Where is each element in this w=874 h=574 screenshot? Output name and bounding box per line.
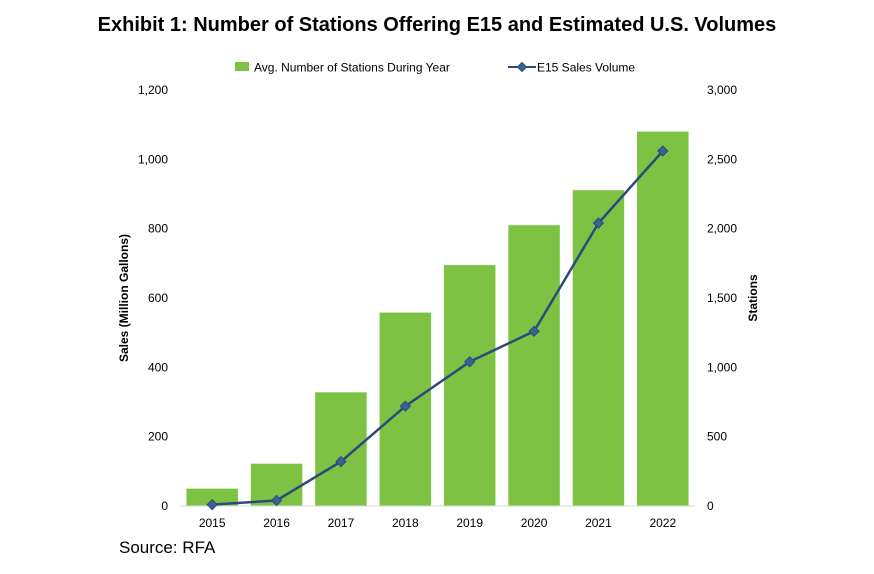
bar-2022 (637, 131, 689, 506)
chart-title: Exhibit 1: Number of Stations Offering E… (97, 14, 777, 36)
line-point-2019 (463, 356, 476, 368)
y-tick-label: 0 (161, 499, 168, 513)
bars (186, 131, 689, 507)
y2-tick-label: 0 (707, 499, 714, 513)
x-tick-label: 2015 (199, 516, 226, 530)
x-tick-label: 2020 (521, 516, 548, 530)
line-point-2020 (528, 325, 540, 337)
line-point-2016 (270, 494, 283, 507)
y-tick-label: 600 (148, 291, 168, 305)
sales-line-series (206, 145, 669, 511)
x-tick-label: 2017 (328, 516, 355, 530)
line-point-2022 (657, 145, 669, 157)
legend-swatch-marker (516, 61, 528, 73)
y-tick-label: 1,200 (138, 83, 168, 97)
y-tick-label: 400 (148, 360, 168, 374)
y-axis-title: Sales (Million Gallons) (117, 234, 131, 362)
y2-axis-title: Stations (746, 274, 760, 322)
line-point-2021 (592, 217, 605, 229)
x-tick-label: 2016 (263, 516, 290, 530)
x-tick-label: 2021 (585, 516, 612, 530)
legend: Avg. Number of Stations During Year E15 … (235, 61, 635, 75)
y-tick-label: 800 (148, 222, 168, 236)
line-point-2017 (335, 455, 347, 468)
y2-tick-label: 1,500 (707, 291, 737, 305)
y-tick-label: 200 (148, 430, 168, 444)
left-axis: 0 200 400 600 800 1,000 1,200 (138, 83, 168, 513)
bar-2020 (508, 225, 560, 506)
y-tick-label: 1,000 (138, 152, 168, 166)
line-point-2018 (399, 400, 412, 412)
bar-2015 (186, 488, 238, 506)
bar-2017 (315, 392, 367, 506)
y2-tick-label: 3,000 (707, 83, 737, 97)
line-point-2015 (206, 498, 218, 511)
y2-tick-label: 2,000 (707, 222, 737, 236)
legend-label-line: E15 Sales Volume (537, 61, 635, 75)
x-axis: 2015 2016 2017 2018 2019 2020 2021 2022 (180, 505, 695, 530)
bar-2019 (443, 265, 496, 506)
legend-label-bar: Avg. Number of Stations During Year (254, 61, 450, 75)
legend-swatch-bar (235, 62, 249, 71)
y2-tick-label: 2,500 (707, 152, 737, 166)
sales-volume-line (212, 150, 664, 506)
x-tick-label: 2018 (392, 516, 419, 530)
x-tick-label: 2022 (649, 516, 676, 530)
x-tick-label: 2019 (456, 516, 483, 530)
y2-tick-label: 1,000 (707, 360, 737, 374)
y2-tick-label: 500 (707, 430, 727, 444)
right-axis: 0 500 1,000 1,500 2,000 2,500 3,000 (707, 83, 737, 513)
source-note: Source: RFA (119, 538, 216, 557)
bar-2021 (572, 190, 625, 507)
